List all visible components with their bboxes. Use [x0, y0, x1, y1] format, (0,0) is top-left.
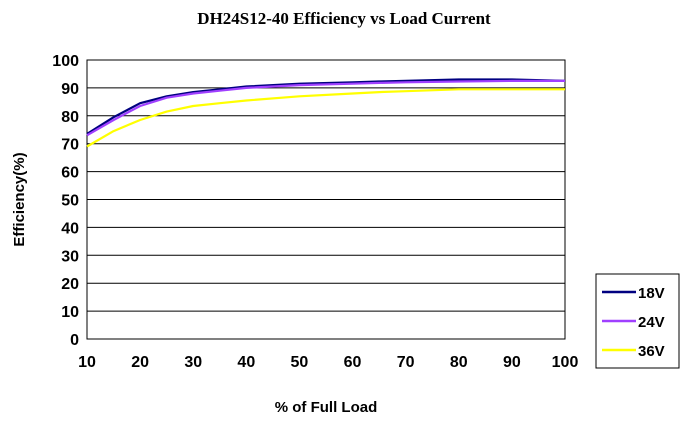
y-tick-label: 90 — [61, 81, 79, 98]
x-tick-label: 40 — [237, 354, 255, 371]
series-line-36v — [86, 88, 565, 148]
legend-label: 36V — [638, 343, 665, 360]
y-tick-label: 10 — [61, 304, 79, 321]
series-line-24v — [86, 79, 565, 137]
x-tick-label: 30 — [184, 354, 202, 371]
legend-label: 18V — [638, 285, 665, 302]
y-tick-label: 20 — [61, 276, 79, 293]
x-tick-label: 50 — [291, 354, 309, 371]
y-tick-label: 80 — [61, 109, 79, 126]
x-tick-label: 100 — [552, 354, 579, 371]
x-tick-label: 80 — [450, 354, 468, 371]
y-tick-label: 40 — [61, 220, 79, 237]
y-axis-ticks: 0 10 20 30 40 50 60 70 80 90 100 — [52, 53, 79, 349]
legend: 18V 24V 36V — [595, 273, 680, 369]
y-tick-label: 30 — [61, 248, 79, 265]
y-axis-label: Efficiency(%) — [11, 152, 28, 246]
chart-title: DH24S12-40 Efficiency vs Load Current — [197, 9, 491, 28]
x-tick-label: 70 — [397, 354, 415, 371]
y-tick-label: 70 — [61, 137, 79, 154]
y-tick-label: 100 — [52, 53, 79, 70]
x-axis-ticks: 10 20 30 40 50 60 70 80 90 100 — [78, 354, 578, 371]
plot-area — [86, 59, 566, 340]
legend-label: 24V — [638, 314, 665, 331]
series-lines — [86, 78, 566, 148]
y-tick-label: 60 — [61, 165, 79, 182]
x-axis-label: % of Full Load — [275, 399, 378, 416]
x-tick-label: 20 — [131, 354, 149, 371]
x-tick-label: 60 — [344, 354, 362, 371]
series-line-18v — [86, 78, 566, 135]
y-tick-label: 0 — [70, 332, 79, 349]
x-tick-label: 90 — [503, 354, 521, 371]
y-tick-label: 50 — [61, 193, 79, 210]
x-tick-label: 10 — [78, 354, 96, 371]
grid-lines — [87, 59, 565, 340]
